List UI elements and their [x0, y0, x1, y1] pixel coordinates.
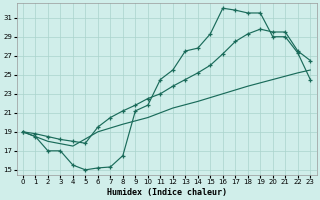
X-axis label: Humidex (Indice chaleur): Humidex (Indice chaleur)	[107, 188, 227, 197]
